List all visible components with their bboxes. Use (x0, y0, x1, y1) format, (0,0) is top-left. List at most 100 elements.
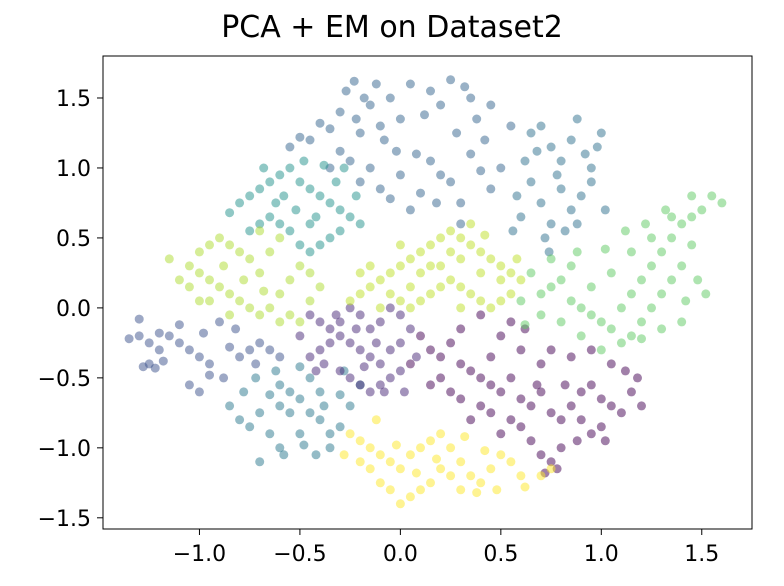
data-point (446, 471, 456, 481)
data-point (251, 373, 261, 383)
data-point (677, 317, 687, 327)
data-point (687, 212, 697, 222)
data-point (544, 247, 554, 257)
data-point (275, 317, 285, 327)
data-point (245, 303, 255, 313)
data-point (586, 163, 596, 173)
data-point (516, 296, 526, 306)
data-point (395, 338, 405, 348)
data-point (235, 296, 245, 306)
data-point (496, 331, 506, 341)
data-point (546, 464, 556, 474)
data-point (496, 275, 506, 285)
data-point (365, 464, 375, 474)
data-point (572, 436, 582, 446)
data-point (456, 457, 466, 467)
data-point (496, 296, 506, 306)
data-point (411, 468, 421, 478)
data-point (476, 247, 486, 257)
data-point (472, 114, 482, 124)
data-point (365, 324, 375, 334)
data-point (596, 422, 606, 432)
data-point (566, 205, 576, 215)
data-point (508, 226, 518, 236)
data-point (255, 219, 265, 229)
data-point (526, 177, 536, 187)
data-point (446, 387, 456, 397)
data-point (355, 128, 365, 138)
data-point (526, 401, 536, 411)
data-point (395, 296, 405, 306)
data-point (305, 352, 315, 362)
x-tick-label: −1.0 (173, 542, 226, 567)
data-point (295, 261, 305, 271)
data-point (416, 188, 425, 198)
data-point (275, 219, 285, 229)
data-point (436, 352, 446, 362)
data-point (456, 359, 466, 369)
data-point (586, 177, 596, 187)
data-point (426, 380, 435, 390)
data-point (546, 408, 556, 418)
data-point (552, 170, 562, 180)
data-point (516, 345, 526, 355)
data-point (375, 121, 385, 131)
data-point (426, 289, 435, 299)
plot-frame (102, 55, 753, 530)
data-point (164, 254, 174, 264)
data-point (265, 345, 275, 355)
data-point (385, 303, 395, 313)
data-point (626, 289, 636, 299)
data-point (556, 443, 566, 453)
data-point (295, 132, 305, 142)
data-point (305, 135, 315, 145)
data-point (245, 345, 255, 355)
data-point (657, 289, 667, 299)
data-point (345, 212, 355, 222)
data-point (335, 205, 345, 215)
x-tick-label: 0.5 (483, 542, 518, 567)
data-point (526, 436, 536, 446)
data-point (556, 415, 566, 425)
data-point (566, 135, 576, 145)
data-point (239, 275, 249, 285)
data-point (496, 261, 506, 271)
data-point (536, 121, 546, 131)
data-point (446, 338, 456, 348)
data-point (319, 160, 329, 170)
x-tick-label: 1.0 (584, 542, 619, 567)
data-point (335, 107, 345, 117)
y-tick-label: 1.0 (56, 157, 91, 182)
data-point (480, 446, 490, 456)
data-point (506, 121, 516, 131)
data-point (466, 289, 476, 299)
data-point (319, 359, 329, 369)
data-point (351, 114, 361, 124)
data-point (205, 359, 214, 369)
data-point (295, 429, 305, 439)
data-point (566, 261, 576, 271)
y-tick-label: −1.0 (38, 437, 91, 462)
data-point (279, 450, 289, 460)
data-point (405, 324, 415, 334)
data-point (259, 163, 269, 173)
data-point (295, 177, 305, 187)
data-point (315, 240, 325, 250)
data-point (345, 373, 355, 383)
data-point (174, 338, 184, 348)
data-point (436, 282, 446, 292)
data-point (667, 275, 677, 285)
data-point (375, 317, 385, 327)
data-point (416, 268, 425, 278)
data-point (375, 450, 385, 460)
data-point (472, 488, 482, 498)
data-point (315, 282, 325, 292)
data-point (432, 454, 441, 464)
data-point (259, 286, 269, 296)
data-point (436, 464, 446, 474)
data-point (476, 478, 486, 488)
data-point (355, 268, 365, 278)
data-point (311, 366, 321, 376)
data-point (466, 471, 476, 481)
data-point (194, 387, 204, 397)
